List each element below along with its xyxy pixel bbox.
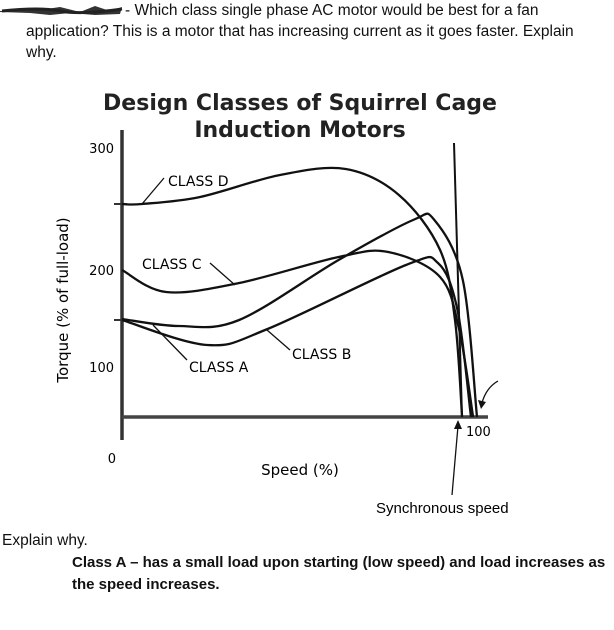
answer-line-2: the speed increases.	[72, 576, 220, 593]
leader-class-b	[266, 329, 291, 351]
chart-title-line-1: Design Classes of Squirrel Cage	[103, 91, 497, 116]
question-line-1: - Which class single phase AC motor woul…	[125, 2, 539, 19]
answer-line-1: Class A – has a small load upon starting…	[72, 554, 606, 571]
synchronous-speed-label: Synchronous speed	[376, 500, 509, 517]
y-tick-label: 100	[89, 361, 114, 376]
curve-class-c	[121, 249, 475, 418]
x-axis-label: Speed (%)	[261, 461, 339, 479]
y-tick-label: 300	[89, 142, 114, 157]
answer-prompt: Explain why.	[2, 532, 88, 549]
curve-class-b	[121, 212, 479, 418]
label-class-d: CLASS D	[168, 174, 228, 190]
label-class-b: CLASS B	[292, 347, 351, 363]
torque-speed-chart: Design Classes of Squirrel Cage Inductio…	[54, 91, 509, 517]
redacted-scribble	[0, 6, 123, 15]
question-line-2: application? This is a motor that has in…	[26, 23, 574, 40]
y-tick-label: 200	[89, 264, 114, 279]
label-class-a: CLASS A	[189, 360, 249, 376]
sync-arrow-line	[451, 425, 459, 496]
chart-title-line-2: Induction Motors	[194, 118, 405, 143]
curved-arrow-head-icon	[478, 400, 486, 409]
x-tick-label: 100	[466, 425, 491, 440]
leader-class-d	[141, 177, 165, 205]
leader-class-a	[152, 324, 188, 361]
arrow-up-icon	[454, 420, 462, 429]
curve-class-a	[121, 255, 473, 418]
y-tick-label: 0	[108, 452, 116, 467]
synchronous-speed-line	[453, 142, 463, 418]
y-axis-label: Torque (% of full-load)	[54, 217, 72, 383]
curved-arrow-icon	[481, 380, 499, 404]
question-line-3: why.	[26, 44, 57, 61]
label-class-c: CLASS C	[142, 257, 202, 273]
leader-class-c	[209, 262, 236, 286]
